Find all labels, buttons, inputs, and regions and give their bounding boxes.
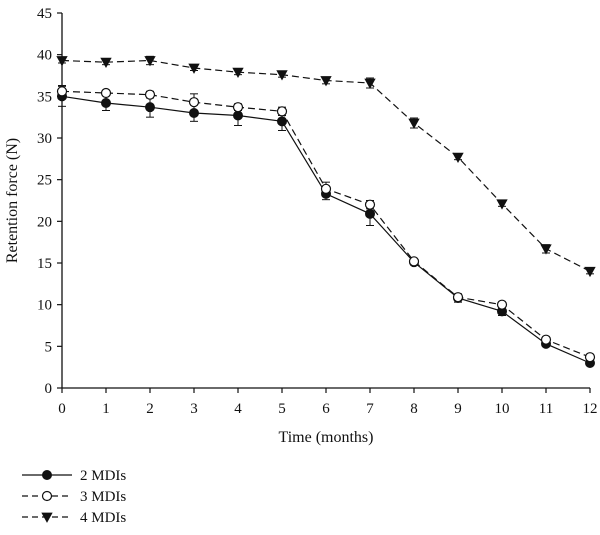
data-point xyxy=(364,199,376,210)
x-tick-label: 6 xyxy=(322,401,330,417)
data-point xyxy=(584,266,596,278)
series-line-3 xyxy=(61,59,591,272)
y-tick-label: 15 xyxy=(37,256,52,272)
x-tick-label: 11 xyxy=(539,401,553,417)
data-point xyxy=(189,108,199,118)
y-axis-label: Retention force (N) xyxy=(4,138,21,263)
data-point xyxy=(56,86,68,97)
x-tick-label: 4 xyxy=(234,401,242,417)
data-point xyxy=(277,116,287,127)
legend-marker-1 xyxy=(42,470,52,480)
x-tick-label: 5 xyxy=(278,401,286,417)
x-tick-label: 3 xyxy=(190,401,198,417)
data-point xyxy=(144,89,156,100)
data-point xyxy=(320,183,332,194)
x-tick-label: 1 xyxy=(102,401,110,417)
series-line-1 xyxy=(61,95,591,364)
data-point xyxy=(496,299,508,310)
data-point xyxy=(100,87,112,99)
legend-label-3: 4 MDIs xyxy=(80,510,126,526)
data-point xyxy=(408,256,420,267)
legend-marker-2 xyxy=(41,490,53,502)
data-point xyxy=(233,110,243,121)
data-point xyxy=(584,352,596,363)
x-axis-label: Time (months) xyxy=(279,429,374,446)
data-point xyxy=(452,292,464,303)
data-point xyxy=(56,56,68,67)
data-point xyxy=(276,106,288,117)
x-tick-label: 2 xyxy=(146,401,154,417)
y-tick-label: 35 xyxy=(37,89,52,105)
data-point xyxy=(188,63,200,74)
x-tick-label: 12 xyxy=(583,401,598,417)
data-point xyxy=(540,334,552,345)
y-tick-label: 30 xyxy=(37,131,52,147)
y-tick-label: 45 xyxy=(37,6,52,22)
data-point xyxy=(276,70,288,81)
data-point xyxy=(320,76,332,87)
y-tick-label: 25 xyxy=(37,173,52,189)
x-tick-label: 8 xyxy=(410,401,418,417)
data-point xyxy=(100,57,112,68)
y-tick-label: 10 xyxy=(37,298,52,314)
data-point xyxy=(232,67,244,78)
legend-label-2: 3 MDIs xyxy=(80,489,126,505)
legend: 2 MDIs 3 MDIs 4 MDIs xyxy=(22,468,126,526)
y-tick-label: 5 xyxy=(45,339,53,355)
y-tick-label: 20 xyxy=(37,214,52,230)
legend-marker-3 xyxy=(41,512,53,523)
x-tick-label: 9 xyxy=(454,401,462,417)
data-point xyxy=(188,97,200,108)
data-point xyxy=(452,152,464,163)
x-tick-label: 7 xyxy=(366,401,374,417)
x-tick-label: 0 xyxy=(58,401,66,417)
data-point xyxy=(365,208,375,219)
series-lines xyxy=(61,59,591,364)
y-tick-label: 40 xyxy=(37,48,52,64)
y-tick-label: 0 xyxy=(45,381,53,397)
data-point xyxy=(540,244,552,255)
data-point xyxy=(145,102,155,113)
data-point xyxy=(496,199,508,210)
data-point xyxy=(232,102,244,113)
data-point xyxy=(144,56,156,67)
data-point xyxy=(408,118,420,129)
data-point xyxy=(101,98,111,108)
legend-label-1: 2 MDIs xyxy=(80,468,126,484)
data-markers xyxy=(56,56,596,368)
data-point xyxy=(364,78,376,89)
x-tick-label: 10 xyxy=(495,401,510,417)
